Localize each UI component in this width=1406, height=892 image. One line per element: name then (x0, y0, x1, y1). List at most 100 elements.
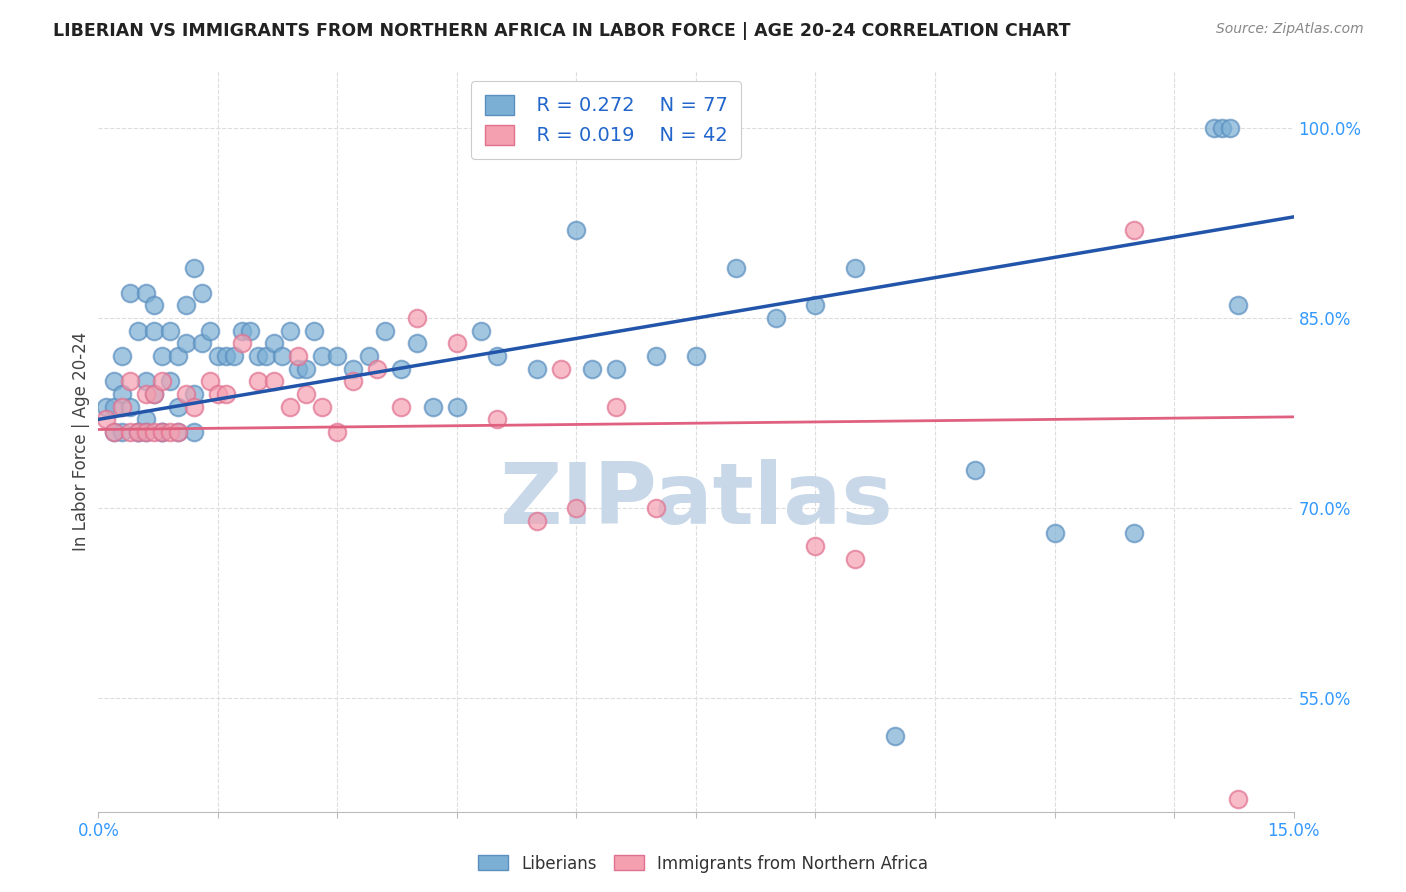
Point (804, 298, 827, 312)
Point (120, 425, 142, 439)
Point (231, 336, 253, 351)
Point (645, 349, 668, 363)
Point (150, 375, 173, 389)
Point (278, 400, 301, 414)
Point (685, 349, 707, 363)
Point (1219, 121, 1241, 136)
Point (143, 425, 166, 439)
Point (1123, 222, 1146, 236)
Point (120, 375, 142, 389)
Point (135, 412, 157, 426)
Point (1202, 121, 1225, 136)
Text: Source: ZipAtlas.com: Source: ZipAtlas.com (1216, 22, 1364, 37)
Point (103, 425, 125, 439)
Point (143, 298, 166, 312)
Point (724, 260, 747, 275)
Point (422, 400, 444, 414)
Point (326, 349, 349, 363)
Point (605, 400, 627, 414)
Point (311, 349, 333, 363)
Point (263, 375, 285, 389)
Point (804, 539, 827, 553)
Point (150, 425, 173, 439)
Point (311, 400, 333, 414)
Point (150, 425, 173, 439)
Point (111, 425, 134, 439)
Point (565, 222, 588, 236)
Point (1123, 526, 1146, 541)
Point (1226, 298, 1249, 312)
Point (254, 349, 277, 363)
Point (645, 500, 668, 515)
Point (191, 336, 214, 351)
Point (143, 387, 166, 401)
Point (183, 387, 205, 401)
Point (294, 361, 316, 376)
Point (191, 285, 214, 300)
Point (120, 285, 142, 300)
Point (135, 425, 157, 439)
Point (96, 400, 118, 414)
Point (581, 361, 603, 376)
Point (183, 400, 205, 414)
Y-axis label: In Labor Force | Age 20-24: In Labor Force | Age 20-24 (72, 332, 90, 551)
Point (342, 361, 364, 376)
Point (159, 324, 181, 338)
Point (1043, 526, 1066, 541)
Point (485, 349, 508, 363)
Point (120, 400, 142, 414)
Point (207, 387, 229, 401)
Point (174, 336, 197, 351)
Point (167, 349, 190, 363)
Text: ZIPatlas: ZIPatlas (499, 459, 893, 542)
Point (183, 425, 205, 439)
Point (406, 311, 429, 326)
Point (135, 425, 157, 439)
Point (159, 375, 181, 389)
Point (263, 336, 285, 351)
Point (326, 425, 349, 439)
Point (143, 387, 166, 401)
Point (127, 425, 149, 439)
Point (389, 361, 412, 376)
Point (374, 324, 396, 338)
Point (605, 361, 627, 376)
Point (96, 412, 118, 426)
Point (359, 349, 381, 363)
Legend:   R = 0.272    N = 77,   R = 0.019    N = 42: R = 0.272 N = 77, R = 0.019 N = 42 (471, 81, 741, 159)
Point (127, 324, 149, 338)
Point (485, 412, 508, 426)
Point (183, 260, 205, 275)
Point (565, 500, 588, 515)
Point (167, 400, 190, 414)
Point (765, 311, 787, 326)
Point (174, 298, 197, 312)
Point (135, 387, 157, 401)
Point (207, 349, 229, 363)
Point (287, 349, 309, 363)
Point (884, 729, 907, 743)
Point (1226, 792, 1249, 806)
Point (470, 324, 492, 338)
Point (550, 361, 572, 376)
Point (103, 425, 125, 439)
Point (222, 349, 245, 363)
Point (239, 324, 262, 338)
Point (150, 425, 173, 439)
Point (215, 387, 238, 401)
Point (111, 400, 134, 414)
Point (231, 324, 253, 338)
Point (135, 285, 157, 300)
Point (127, 425, 149, 439)
Point (366, 361, 388, 376)
Point (127, 425, 149, 439)
Point (406, 336, 429, 351)
Point (215, 349, 238, 363)
Point (167, 425, 190, 439)
Point (198, 324, 221, 338)
Point (526, 514, 548, 528)
Point (174, 387, 197, 401)
Point (446, 336, 468, 351)
Point (103, 400, 125, 414)
Point (844, 551, 866, 566)
